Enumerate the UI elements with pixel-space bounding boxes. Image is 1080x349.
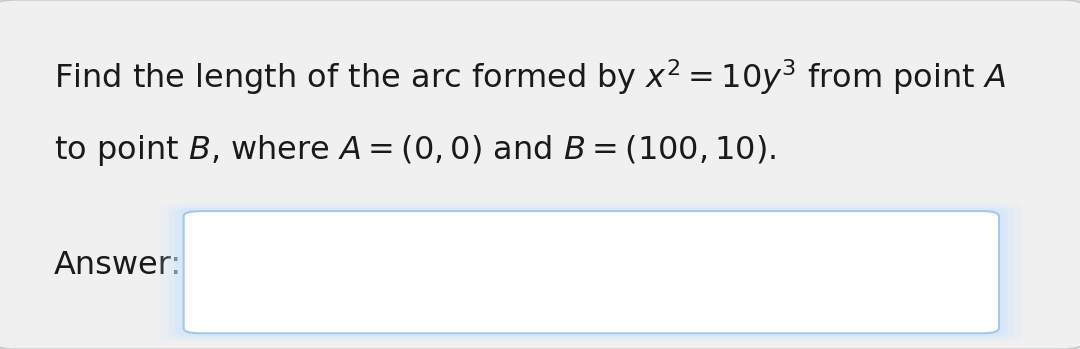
Text: Find the length of the arc formed by $x^2 = 10y^3$ from point $A$: Find the length of the arc formed by $x^… xyxy=(54,57,1007,97)
FancyBboxPatch shape xyxy=(175,208,1008,336)
FancyBboxPatch shape xyxy=(184,211,999,333)
FancyBboxPatch shape xyxy=(160,203,1023,341)
Text: Answer:: Answer: xyxy=(54,250,183,281)
FancyBboxPatch shape xyxy=(168,206,1014,338)
Text: to point $B$, where $A = (0, 0)$ and $B = (100, 10)$.: to point $B$, where $A = (0, 0)$ and $B … xyxy=(54,133,777,168)
